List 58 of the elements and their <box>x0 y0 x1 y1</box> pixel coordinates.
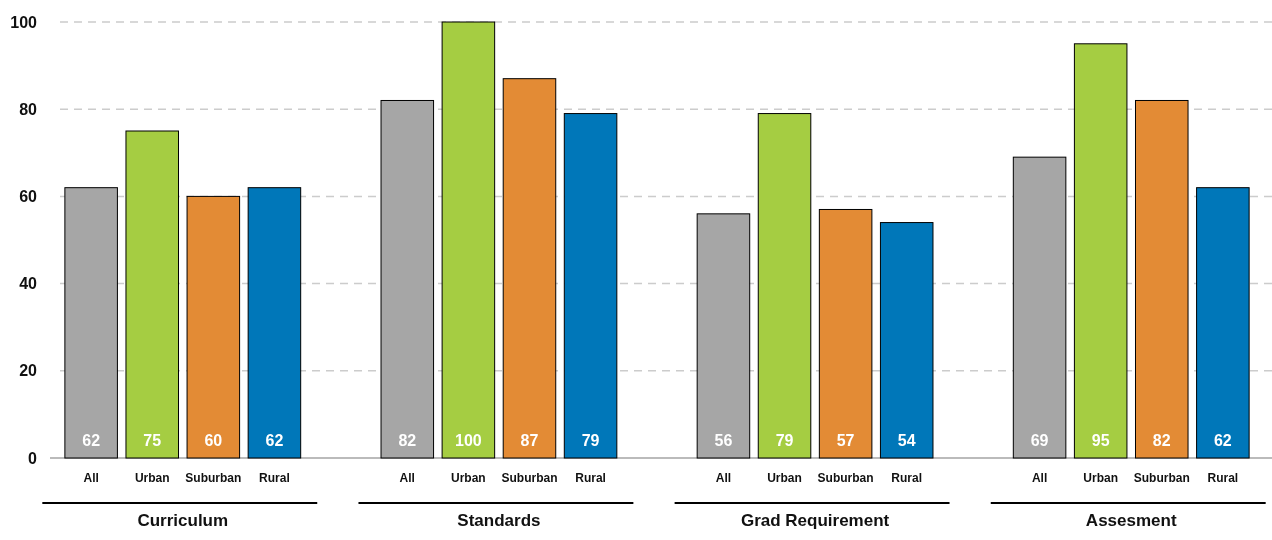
data-label: 75 <box>143 432 162 449</box>
text: Rural <box>891 471 923 485</box>
text: Urban <box>451 471 486 485</box>
series-label: All <box>83 471 99 485</box>
data-label: 57 <box>836 432 855 449</box>
y-tick-label: 60 <box>19 188 38 206</box>
data-label: 87 <box>520 432 539 449</box>
text: All <box>399 471 415 485</box>
bar <box>186 195 241 459</box>
bar <box>64 187 118 459</box>
text: Suburban <box>501 471 558 485</box>
data-label: 82 <box>398 432 417 449</box>
x-tick-label: Assesment <box>1085 511 1177 530</box>
text: All <box>715 471 732 485</box>
bar <box>1073 43 1128 459</box>
data-label: 62 <box>82 432 101 449</box>
text: Suburban <box>185 471 242 485</box>
data-label: 79 <box>581 432 600 449</box>
text: All <box>1031 471 1048 485</box>
y-tick-label: 100 <box>10 13 38 31</box>
x-tick-label: Grad Requirement <box>740 511 890 530</box>
bar <box>247 187 302 459</box>
bar <box>380 99 435 459</box>
data-label: 95 <box>1091 432 1110 449</box>
text: Urban <box>1083 471 1119 485</box>
y-tick-label: 20 <box>19 362 38 380</box>
data-label: 79 <box>775 432 794 449</box>
data-label: 69 <box>1030 432 1049 449</box>
bar <box>1012 156 1067 459</box>
series-label: Urban <box>134 471 170 485</box>
bar <box>696 213 751 459</box>
series-label: Suburban <box>1133 471 1190 485</box>
y-tick-label: 40 <box>19 275 38 293</box>
bar <box>1196 187 1250 459</box>
text: Rural <box>1207 471 1239 485</box>
bar <box>441 21 496 459</box>
data-label: 60 <box>204 432 223 449</box>
data-label: 62 <box>265 432 284 449</box>
text: Suburban <box>817 471 874 485</box>
data-label: 54 <box>897 432 916 449</box>
y-tick-label: 80 <box>19 100 38 118</box>
bar <box>757 113 812 459</box>
data-label: 100 <box>455 432 482 449</box>
bar <box>563 113 618 459</box>
bar <box>1135 99 1189 459</box>
bar <box>879 222 934 459</box>
text: Rural <box>575 471 606 485</box>
bar <box>818 208 873 459</box>
bar <box>125 130 180 459</box>
text: Urban <box>767 471 802 485</box>
data-label: 56 <box>714 432 733 449</box>
x-tick-label: Curriculum <box>137 511 229 530</box>
series-label: Rural <box>259 471 290 485</box>
bar <box>502 78 557 459</box>
x-tick-label: Standards <box>457 511 541 530</box>
data-label: 82 <box>1152 432 1171 449</box>
y-tick-label: 0 <box>28 449 38 467</box>
data-label: 62 <box>1213 432 1232 449</box>
